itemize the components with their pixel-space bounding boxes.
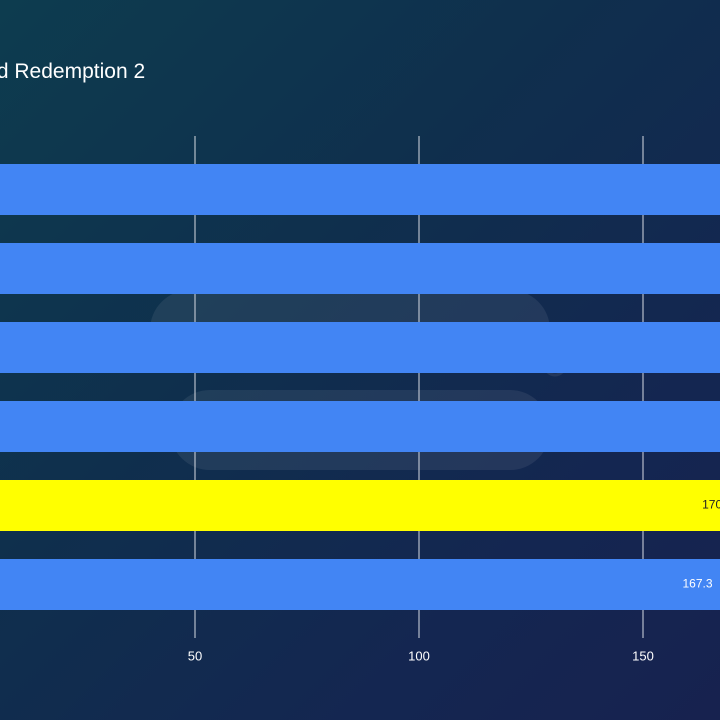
gridlines — [194, 136, 644, 638]
bar-highlighted — [0, 480, 720, 531]
bar-value-label: 170. — [702, 498, 720, 512]
x-tick-label: 150 — [632, 648, 654, 663]
bar — [0, 559, 720, 610]
x-tick-label: 50 — [188, 648, 202, 663]
bar — [0, 243, 720, 294]
bar — [0, 164, 720, 215]
bar — [0, 401, 720, 452]
chart-title: Red Dead Redemption 2 — [0, 60, 146, 83]
bar — [0, 322, 720, 373]
value-labels: 11717170.167.3 — [682, 498, 720, 591]
bars — [0, 164, 720, 610]
x-tick-label: 100 — [408, 648, 430, 663]
x-axis-ticks: 50 100 150 — [188, 648, 654, 663]
bar-value-label: 167.3 — [682, 577, 712, 591]
